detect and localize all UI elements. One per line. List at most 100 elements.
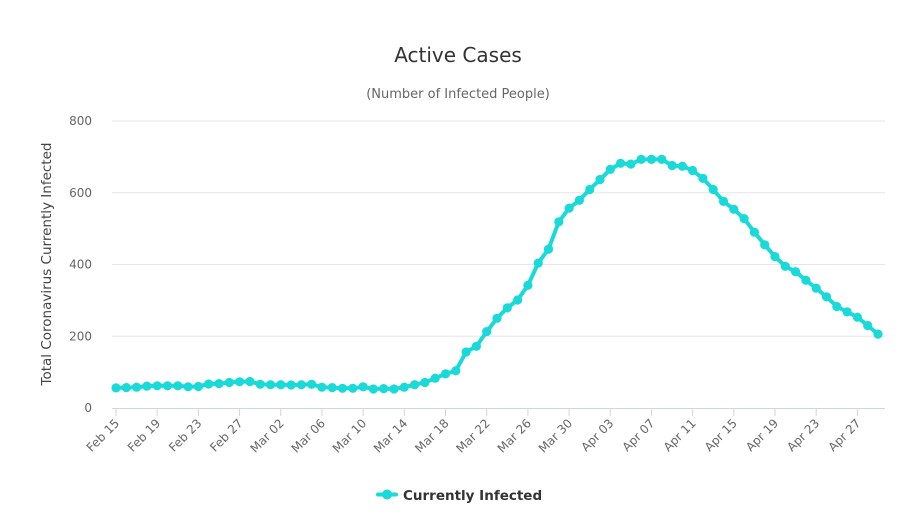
- y-tick-label: 400: [69, 258, 92, 272]
- y-tick-label: 800: [69, 114, 92, 128]
- x-tick-label: Feb 27: [207, 416, 245, 454]
- data-point[interactable]: [513, 295, 523, 305]
- data-point[interactable]: [770, 252, 780, 262]
- data-point[interactable]: [224, 377, 234, 388]
- x-tick-label: Mar 18: [412, 416, 451, 455]
- data-point[interactable]: [533, 258, 543, 268]
- data-point[interactable]: [811, 283, 821, 293]
- data-point[interactable]: [358, 382, 368, 392]
- data-point[interactable]: [111, 383, 121, 393]
- data-point[interactable]: [564, 203, 574, 213]
- series-currently-infected[interactable]: [111, 154, 883, 394]
- data-point[interactable]: [440, 369, 451, 379]
- data-point[interactable]: [873, 329, 883, 339]
- data-point[interactable]: [255, 379, 265, 389]
- data-point[interactable]: [616, 158, 626, 168]
- data-point[interactable]: [482, 327, 492, 337]
- data-point[interactable]: [708, 184, 718, 195]
- data-point[interactable]: [543, 244, 554, 254]
- x-tick-label: Apr 03: [578, 416, 616, 454]
- data-point[interactable]: [852, 312, 863, 322]
- data-point[interactable]: [523, 280, 533, 290]
- data-point[interactable]: [677, 161, 688, 171]
- data-point[interactable]: [554, 217, 564, 227]
- x-tick-label: Apr 07: [620, 416, 658, 454]
- data-point[interactable]: [461, 347, 471, 357]
- x-tick-label: Apr 19: [743, 416, 781, 454]
- data-point[interactable]: [204, 379, 214, 389]
- data-point[interactable]: [492, 313, 502, 323]
- legend-symbol-marker: [382, 489, 392, 500]
- data-point[interactable]: [420, 377, 430, 388]
- y-tick-label: 600: [69, 186, 92, 200]
- data-point[interactable]: [471, 341, 481, 351]
- data-point[interactable]: [595, 174, 605, 185]
- data-point[interactable]: [183, 382, 193, 392]
- data-point[interactable]: [152, 381, 162, 391]
- data-point[interactable]: [337, 383, 348, 393]
- data-point[interactable]: [286, 380, 296, 390]
- data-point[interactable]: [729, 204, 739, 214]
- data-point[interactable]: [626, 159, 636, 169]
- data-point[interactable]: [193, 381, 203, 392]
- data-point[interactable]: [214, 379, 224, 389]
- data-point[interactable]: [636, 154, 646, 164]
- x-tick-label: Mar 10: [330, 416, 369, 455]
- data-point[interactable]: [235, 377, 245, 387]
- series-line[interactable]: [114, 157, 880, 391]
- data-point[interactable]: [749, 227, 760, 237]
- data-point[interactable]: [379, 384, 389, 394]
- data-point[interactable]: [317, 382, 327, 392]
- data-point[interactable]: [780, 261, 790, 271]
- y-axis-title: Total Coronavirus Currently Infected: [39, 143, 55, 387]
- data-point[interactable]: [585, 184, 595, 195]
- data-point[interactable]: [173, 381, 183, 391]
- data-point[interactable]: [791, 267, 801, 277]
- x-tick-label: Mar 06: [289, 416, 328, 455]
- data-point[interactable]: [276, 380, 286, 390]
- data-point[interactable]: [132, 382, 142, 392]
- data-point[interactable]: [265, 380, 276, 390]
- x-tick-label: Apr 23: [784, 416, 822, 454]
- x-tick-label: Apr 15: [702, 416, 740, 454]
- x-tick-label: Mar 14: [371, 416, 410, 455]
- data-point[interactable]: [451, 366, 461, 376]
- data-point[interactable]: [646, 154, 657, 164]
- x-tick-label: Mar 02: [247, 416, 286, 455]
- y-tick-label: 0: [84, 401, 92, 415]
- data-point[interactable]: [430, 373, 440, 383]
- data-point[interactable]: [368, 384, 378, 394]
- data-point[interactable]: [801, 275, 811, 285]
- data-point[interactable]: [760, 240, 770, 250]
- data-point[interactable]: [718, 196, 729, 206]
- data-point[interactable]: [698, 173, 708, 183]
- data-point[interactable]: [605, 164, 615, 174]
- data-point[interactable]: [307, 379, 317, 389]
- data-point[interactable]: [121, 383, 131, 393]
- data-point[interactable]: [739, 214, 749, 224]
- data-point[interactable]: [296, 380, 306, 390]
- data-point[interactable]: [574, 195, 585, 205]
- data-point[interactable]: [832, 301, 842, 312]
- x-tick-label: Feb 23: [166, 416, 204, 454]
- data-point[interactable]: [410, 380, 420, 390]
- legend-item-currently-infected[interactable]: Currently Infected: [403, 488, 542, 504]
- data-point[interactable]: [688, 165, 698, 176]
- data-point[interactable]: [348, 383, 358, 393]
- data-point[interactable]: [327, 383, 337, 393]
- data-point[interactable]: [842, 307, 852, 317]
- data-point[interactable]: [667, 160, 677, 171]
- data-point[interactable]: [245, 376, 255, 387]
- data-point[interactable]: [399, 382, 409, 392]
- data-point[interactable]: [142, 381, 152, 391]
- grid-lines: [112, 120, 885, 337]
- data-point[interactable]: [162, 381, 173, 391]
- data-point[interactable]: [657, 154, 667, 164]
- data-point[interactable]: [502, 303, 512, 313]
- data-point[interactable]: [863, 320, 873, 331]
- legend[interactable]: Currently Infected: [376, 488, 542, 504]
- data-point[interactable]: [821, 292, 832, 302]
- data-point[interactable]: [389, 384, 399, 394]
